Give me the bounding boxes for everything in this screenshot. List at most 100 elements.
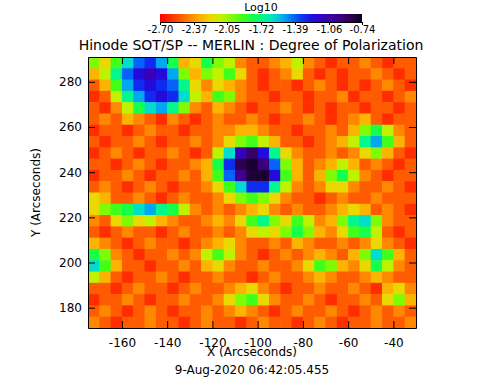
heatmap-cell bbox=[359, 249, 371, 261]
heatmap-cell bbox=[111, 125, 123, 137]
heatmap-cell bbox=[156, 159, 168, 171]
heatmap-cell bbox=[167, 272, 179, 284]
heatmap-cell bbox=[235, 181, 247, 193]
heatmap-cell bbox=[269, 249, 281, 261]
tick bbox=[409, 217, 416, 218]
heatmap-cell bbox=[269, 113, 281, 125]
heatmap-cell bbox=[405, 57, 416, 69]
heatmap-cell bbox=[393, 181, 405, 193]
tick-label: 200 bbox=[59, 256, 82, 270]
heatmap-cell bbox=[371, 305, 383, 317]
heatmap-cell bbox=[190, 159, 202, 171]
heatmap-cell bbox=[393, 260, 405, 272]
heatmap-cell bbox=[258, 317, 270, 328]
heatmap-cell bbox=[178, 238, 190, 250]
heatmap-cell bbox=[405, 159, 416, 171]
heatmap-cell bbox=[280, 317, 292, 328]
heatmap-cell bbox=[190, 136, 202, 148]
heatmap-cell bbox=[258, 136, 270, 148]
heatmap-cell bbox=[303, 193, 315, 205]
heatmap-cell bbox=[405, 193, 416, 205]
heatmap bbox=[88, 57, 416, 328]
heatmap-cell bbox=[156, 283, 168, 295]
heatmap-cell bbox=[382, 193, 394, 205]
heatmap-cell bbox=[337, 204, 349, 216]
heatmap-cell bbox=[145, 238, 157, 250]
heatmap-cell bbox=[382, 294, 394, 306]
heatmap-cell bbox=[359, 170, 371, 182]
heatmap-cell bbox=[224, 226, 236, 238]
heatmap-cell bbox=[326, 283, 338, 295]
heatmap-cell bbox=[348, 317, 360, 328]
heatmap-cell bbox=[156, 80, 168, 92]
heatmap-cell bbox=[212, 215, 224, 227]
heatmap-cell bbox=[303, 170, 315, 182]
heatmap-cell bbox=[382, 91, 394, 103]
heatmap-cell bbox=[303, 102, 315, 114]
heatmap-cell bbox=[280, 170, 292, 182]
heatmap-cell bbox=[280, 226, 292, 238]
heatmap-cell bbox=[235, 283, 247, 295]
heatmap-cell bbox=[326, 170, 338, 182]
heatmap-cell bbox=[393, 170, 405, 182]
heatmap-cell bbox=[99, 260, 111, 272]
heatmap-cell bbox=[145, 305, 157, 317]
heatmap-cell bbox=[314, 294, 326, 306]
tick-mark bbox=[88, 127, 95, 128]
tick-mark bbox=[258, 321, 259, 328]
heatmap-cell bbox=[167, 260, 179, 272]
heatmap-cell bbox=[212, 317, 224, 328]
heatmap-cell bbox=[246, 283, 258, 295]
heatmap-cell bbox=[122, 305, 134, 317]
heatmap-cell bbox=[292, 238, 304, 250]
heatmap-cell bbox=[292, 249, 304, 261]
heatmap-cell bbox=[326, 204, 338, 216]
heatmap-cell bbox=[145, 317, 157, 328]
heatmap-cell bbox=[292, 147, 304, 159]
heatmap-cell bbox=[371, 57, 383, 69]
heatmap-cell bbox=[201, 136, 213, 148]
tick-label: 240 bbox=[59, 166, 82, 180]
heatmap-cell bbox=[326, 215, 338, 227]
heatmap-cell bbox=[212, 226, 224, 238]
heatmap-cell bbox=[167, 226, 179, 238]
heatmap-cell bbox=[348, 159, 360, 171]
heatmap-cell bbox=[167, 80, 179, 92]
heatmap-cell bbox=[337, 91, 349, 103]
background bbox=[0, 0, 502, 384]
heatmap-cell bbox=[178, 102, 190, 114]
heatmap-cell bbox=[314, 113, 326, 125]
heatmap-cell bbox=[167, 125, 179, 137]
colorbar-axis: -2.70-2.37-2.05-1.72-1.39-1.06-0.74 bbox=[148, 22, 376, 35]
heatmap-cell bbox=[269, 305, 281, 317]
heatmap-cell bbox=[201, 283, 213, 295]
heatmap-cell bbox=[314, 125, 326, 137]
heatmap-cell bbox=[314, 260, 326, 272]
heatmap-cell bbox=[111, 170, 123, 182]
heatmap-cell bbox=[111, 260, 123, 272]
heatmap-cell bbox=[88, 91, 100, 103]
tick-label: -160 bbox=[109, 336, 136, 350]
y-axis: 180200220240260280 bbox=[59, 58, 95, 329]
heatmap-cell bbox=[246, 272, 258, 284]
heatmap-cell bbox=[246, 147, 258, 159]
heatmap-cell bbox=[371, 249, 383, 261]
heatmap-cell bbox=[371, 294, 383, 306]
heatmap-cell bbox=[111, 226, 123, 238]
heatmap-cell bbox=[133, 159, 145, 171]
heatmap-cell bbox=[235, 102, 247, 114]
heatmap-cell bbox=[190, 238, 202, 250]
heatmap-cell bbox=[212, 204, 224, 216]
heatmap-cell bbox=[303, 294, 315, 306]
heatmap-cell bbox=[99, 249, 111, 261]
colorbar-gradient bbox=[160, 14, 362, 22]
heatmap-cell bbox=[371, 181, 383, 193]
heatmap-cell bbox=[371, 125, 383, 137]
heatmap-cell bbox=[292, 170, 304, 182]
heatmap-cell bbox=[99, 283, 111, 295]
heatmap-cell bbox=[326, 136, 338, 148]
heatmap-cell bbox=[133, 91, 145, 103]
heatmap-cell bbox=[337, 272, 349, 284]
heatmap-cell bbox=[371, 159, 383, 171]
heatmap-cell bbox=[280, 159, 292, 171]
